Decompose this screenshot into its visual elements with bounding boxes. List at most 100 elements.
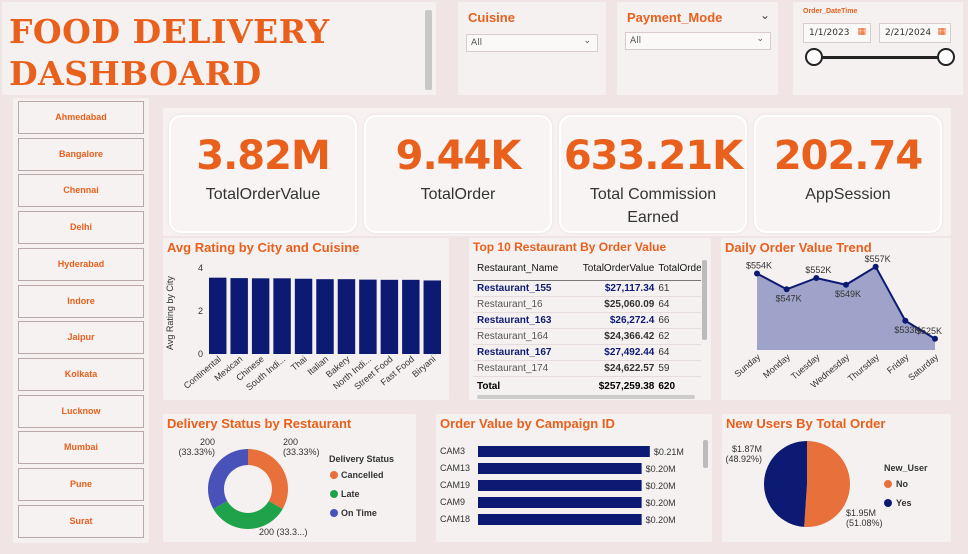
chart-scrollbar[interactable] <box>703 440 708 468</box>
table-row[interactable]: Restaurant_174 $24,622.57 59 <box>473 360 701 376</box>
legend-marker <box>330 471 338 479</box>
bar <box>230 278 248 354</box>
order-value-cell: $24,366.42 <box>604 330 655 342</box>
chart-title: Delivery Status by Restaurant <box>167 416 352 431</box>
city-button-hyderabad[interactable]: Hyderabad <box>18 247 144 281</box>
city-button-lucknow[interactable]: Lucknow <box>18 394 144 428</box>
on-time-data-label: 200 <box>200 437 215 447</box>
date-range-track <box>815 56 947 59</box>
calendar-icon[interactable]: ▦ <box>937 27 946 37</box>
total-order-cell: 64 <box>658 346 670 358</box>
data-label: $557K <box>865 254 891 264</box>
y-tick-label: CAM13 <box>440 463 470 473</box>
bar <box>380 279 399 354</box>
new-users-chart: New Users By Total Order $1.87M (48.92%) $… <box>722 414 951 542</box>
range-end-handle[interactable] <box>937 48 955 66</box>
cuisine-dropdown[interactable]: All ⌄ <box>466 34 598 52</box>
daily-order-trend-chart: Daily Order Value Trend $554K Sunday $547K… <box>721 238 951 400</box>
start-date-input[interactable]: 1/1/2023 ▦ <box>803 23 871 43</box>
city-button-kolkata[interactable]: Kolkata <box>18 357 144 391</box>
cuisine-slicer: Cuisine All ⌄ <box>458 2 606 95</box>
y-tick-label: CAM18 <box>440 514 470 524</box>
x-tick-label: Saturday <box>906 352 940 383</box>
city-button-mumbai[interactable]: Mumbai <box>18 431 144 465</box>
order-value-cell: $27,117.34 <box>604 282 655 294</box>
order-value-cell: $24,622.57 <box>604 362 655 374</box>
no-data-label: $1.95M <box>846 508 876 518</box>
restaurant-name-cell: Restaurant_16 <box>477 298 543 310</box>
title-scrollbar[interactable] <box>425 10 432 90</box>
data-label: $0.20M <box>646 481 676 491</box>
table-row[interactable]: Restaurant_16 $25,060.09 64 <box>473 296 701 312</box>
title-panel: FOOD DELIVERY DASHBOARD <box>2 2 436 95</box>
data-point <box>872 263 879 270</box>
kpi-card-total-order-value: 3.82M TotalOrderValue <box>169 115 357 233</box>
city-button-bangalore[interactable]: Bangalore <box>18 137 144 171</box>
city-button-indore[interactable]: Indore <box>18 284 144 318</box>
end-date-input[interactable]: 2/21/2024 ▦ <box>879 23 951 43</box>
yes-data-pct: (48.92%) <box>725 454 762 464</box>
y-tick-label: CAM9 <box>440 497 465 507</box>
dashboard-title: FOOD DELIVERY DASHBOARD <box>9 12 330 93</box>
data-point <box>754 270 760 277</box>
avg-rating-chart: Avg Rating by City and Cuisine Avg Ratin… <box>163 238 449 400</box>
chart-title: Order Value by Campaign ID <box>440 416 615 431</box>
bar <box>273 278 291 354</box>
donut-slice <box>248 449 288 509</box>
late-data-label: 200 (33.3...) <box>259 527 308 537</box>
city-button-delhi[interactable]: Delhi <box>18 211 144 245</box>
y-tick-label: 2 <box>198 306 203 316</box>
data-label: $0.20M <box>646 464 676 474</box>
table-row[interactable]: Restaurant_164 $24,366.42 62 <box>473 328 701 344</box>
kpi-card-total-order: 9.44K TotalOrder <box>364 115 552 233</box>
bar <box>294 278 313 354</box>
y-tick-label: 0 <box>198 349 203 359</box>
chevron-down-icon[interactable]: ⌄ <box>759 8 770 22</box>
table-row[interactable]: Restaurant_163 $26,272.4 66 <box>473 312 701 328</box>
data-label: $0.20M <box>646 498 676 508</box>
city-button-surat[interactable]: Surat <box>18 504 144 538</box>
delivery-donut-svg: 200(33.33%)200(33.33%)200 (33.3...)Deliv… <box>178 437 394 537</box>
city-slicer: Ahmedabad Bangalore Chennai Delhi Hyderabad I… <box>13 98 149 543</box>
chart-title: Avg Rating by City and Cuisine <box>167 240 360 255</box>
bar <box>478 463 642 474</box>
x-tick-label: Sunday <box>732 352 762 380</box>
chart-title: New Users By Total Order <box>726 416 886 431</box>
kpi-card-total-commission: 633.21K Total Commission Earned <box>559 115 747 233</box>
total-order-cell: 66 <box>658 314 670 326</box>
data-label: $0.20M <box>646 515 676 525</box>
data-label: $0.21M <box>654 447 684 457</box>
cuisine-label: Cuisine <box>468 10 515 25</box>
bar <box>423 280 441 354</box>
bar <box>478 480 642 491</box>
x-tick-label: Biryani <box>410 354 438 379</box>
table-vertical-scrollbar[interactable] <box>702 260 707 340</box>
kpi-card-app-session: 202.74 AppSession <box>754 115 942 233</box>
column-header[interactable]: Restaurant_Name <box>477 263 559 275</box>
column-header[interactable]: TotalOrder <box>658 263 701 275</box>
total-order-cell: 61 <box>658 282 670 294</box>
table-title: Top 10 Restaurant By Order Value <box>473 240 667 254</box>
table-row[interactable]: Restaurant_155 $27,117.34 61 <box>473 280 701 296</box>
column-header[interactable]: TotalOrderValue <box>582 263 655 275</box>
restaurant-table: Restaurant_Name TotalOrderValue TotalOrd… <box>473 258 701 396</box>
bar <box>359 279 377 354</box>
campaign-bar-svg: CAM3 $0.21M CAM13 $0.20M CAM19 $0.20M CAM9 $0.2… <box>440 446 684 525</box>
order-value-cell: $26,272.4 <box>609 314 655 326</box>
table-row[interactable]: Restaurant_167 $27,492.44 64 <box>473 344 701 360</box>
total-value: $257,259.38 <box>598 380 655 392</box>
city-button-pune[interactable]: Pune <box>18 468 144 501</box>
city-button-chennai[interactable]: Chennai <box>18 174 144 208</box>
city-button-jaipur[interactable]: Jaipur <box>18 321 144 355</box>
city-button-ahmedabad[interactable]: Ahmedabad <box>18 101 144 134</box>
range-start-handle[interactable] <box>805 48 823 66</box>
data-label: $533K <box>894 325 920 335</box>
table-horizontal-scrollbar[interactable] <box>477 395 695 399</box>
payment-mode-dropdown[interactable]: All ⌄ <box>625 32 771 50</box>
x-tick-label: Monday <box>761 352 792 381</box>
bar <box>478 497 642 508</box>
delivery-status-chart: Delivery Status by Restaurant 200 (33.33%… <box>163 414 416 542</box>
order-datetime-label: Order_DateTime <box>803 8 858 15</box>
calendar-icon[interactable]: ▦ <box>857 27 866 37</box>
legend-marker <box>330 490 338 498</box>
